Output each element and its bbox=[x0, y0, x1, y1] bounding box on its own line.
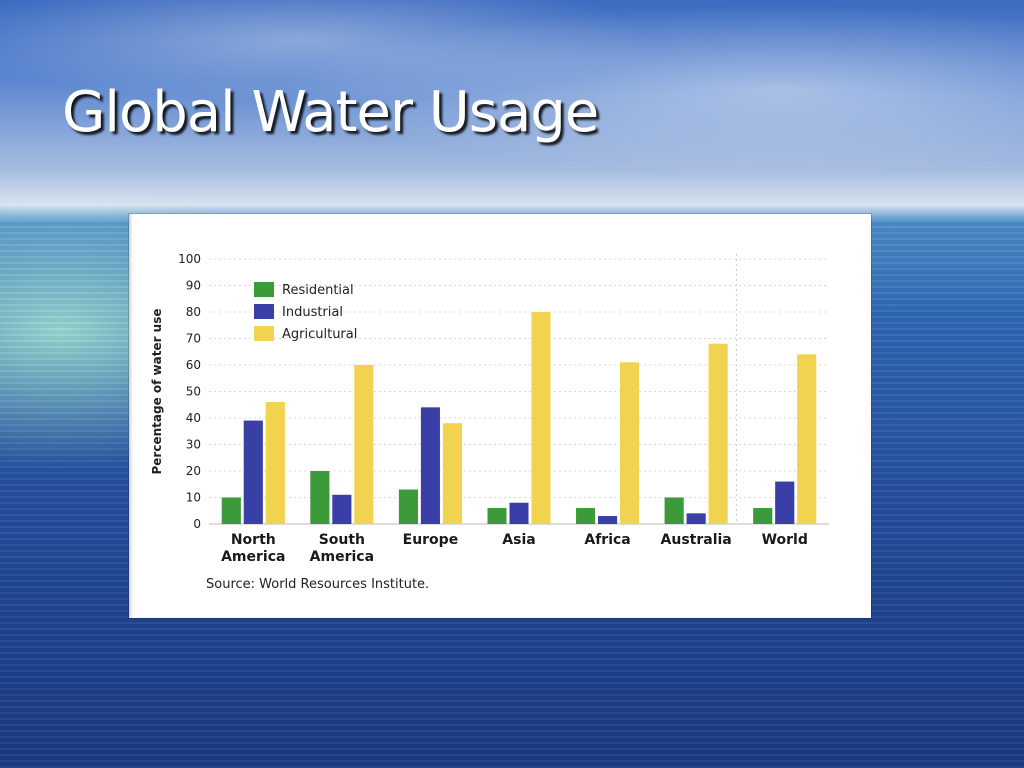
bar-shading bbox=[598, 516, 618, 524]
y-tick-label: 60 bbox=[186, 358, 201, 372]
x-category-label: Europe bbox=[403, 532, 459, 548]
bar-shading bbox=[310, 471, 330, 524]
legend-swatch-shading bbox=[254, 304, 274, 319]
bar-shading bbox=[686, 513, 706, 524]
bar-shading bbox=[332, 494, 352, 524]
bar-shading bbox=[487, 508, 507, 524]
bar-shading bbox=[753, 508, 773, 524]
y-tick-label: 90 bbox=[186, 279, 201, 293]
y-tick-label: 20 bbox=[186, 464, 201, 478]
y-axis-title: Percentage of water use bbox=[150, 308, 164, 474]
bar-shading bbox=[442, 423, 462, 524]
x-category-label: North America bbox=[221, 532, 285, 565]
x-category-label: World bbox=[762, 532, 808, 548]
y-tick-label: 10 bbox=[186, 491, 201, 505]
legend-swatch-shading bbox=[254, 282, 274, 297]
y-tick-label: 50 bbox=[186, 385, 201, 399]
bar-shading bbox=[664, 497, 684, 524]
bar-shading bbox=[221, 497, 241, 524]
x-category-label: South America bbox=[310, 532, 374, 565]
chart-figure: 0 10 20 30 40 50 60 70 80 90 100 Percentage of wate… bbox=[129, 214, 871, 618]
legend-label: Industrial bbox=[282, 305, 343, 320]
chart-source-note: Source: World Resources Institute. bbox=[206, 577, 430, 592]
bar-shading bbox=[708, 343, 728, 524]
bar-shading bbox=[620, 362, 640, 524]
bar-shading bbox=[265, 402, 285, 524]
legend-label: Agricultural bbox=[282, 327, 357, 342]
bar-shading bbox=[243, 420, 263, 524]
bar-shading bbox=[775, 481, 795, 524]
x-category-label: Asia bbox=[502, 532, 535, 548]
bar-shading bbox=[354, 365, 374, 524]
y-tick-label: 100 bbox=[178, 252, 201, 266]
x-category-label: Australia bbox=[661, 532, 732, 548]
slide-title: Global Water Usage bbox=[62, 80, 599, 145]
y-tick-label: 70 bbox=[186, 332, 201, 346]
bar-shading bbox=[509, 502, 529, 524]
legend-label: Residential bbox=[282, 283, 354, 298]
bar-shading bbox=[398, 489, 418, 524]
y-tick-label: 0 bbox=[193, 517, 201, 531]
x-category-label: Africa bbox=[584, 532, 630, 548]
y-tick-label: 30 bbox=[186, 438, 201, 452]
y-tick-label: 80 bbox=[186, 305, 201, 319]
y-tick-label: 40 bbox=[186, 411, 201, 425]
bar-shading bbox=[420, 407, 440, 524]
bar-shading bbox=[797, 354, 817, 524]
bar-shading bbox=[531, 312, 551, 524]
bar-shading bbox=[576, 508, 596, 524]
legend-swatch-shading bbox=[254, 326, 274, 341]
bar-chart: 0 10 20 30 40 50 60 70 80 90 100 Percentage of wate… bbox=[150, 252, 829, 565]
